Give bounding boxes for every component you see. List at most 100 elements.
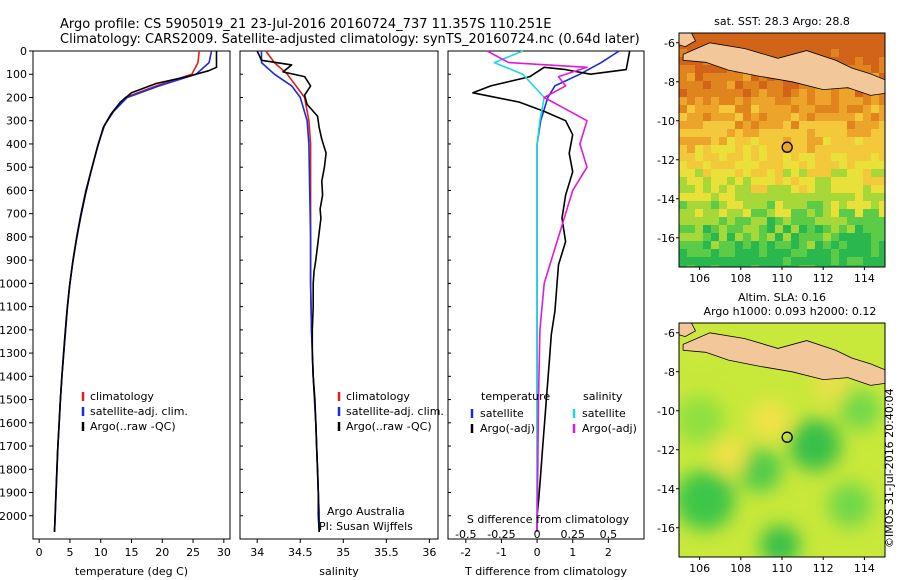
y-tick-label: 200 <box>6 91 27 104</box>
heatmap-cell <box>871 65 879 73</box>
heatmap-cell <box>743 193 751 201</box>
heatmap-cell <box>823 49 831 57</box>
heatmap-cell <box>863 161 871 169</box>
heatmap-cell <box>879 153 885 161</box>
heatmap-cell <box>855 185 863 193</box>
heatmap-cell <box>855 169 863 177</box>
heatmap-cell <box>863 49 871 57</box>
heatmap-cell <box>815 225 823 233</box>
map-y-tick-label: -8 <box>664 76 675 89</box>
heatmap-cell <box>695 193 703 201</box>
heatmap-cell <box>687 209 695 217</box>
y-tick-label: 1100 <box>0 301 27 314</box>
heatmap-cell <box>719 233 727 241</box>
heatmap-cell <box>799 257 807 265</box>
heatmap-cell <box>807 89 815 97</box>
heatmap-cell <box>775 177 783 185</box>
heatmap-cell <box>703 169 711 177</box>
heatmap-cell <box>687 161 695 169</box>
y-tick-label: 400 <box>6 138 27 151</box>
heatmap-cell <box>687 193 695 201</box>
y-tick-label: 1800 <box>0 463 27 476</box>
heatmap-cell <box>767 121 775 129</box>
legend-label: satellite <box>582 407 626 420</box>
heatmap-cell <box>783 33 791 41</box>
y-tick-label: 1400 <box>0 370 27 383</box>
heatmap-cell <box>735 217 743 225</box>
heatmap-cell <box>807 201 815 209</box>
heatmap-cell <box>687 65 695 73</box>
heatmap-cell <box>855 193 863 201</box>
heatmap-cell <box>727 153 735 161</box>
heatmap-cell <box>839 137 847 145</box>
heatmap-cell <box>855 233 863 241</box>
heatmap-cell <box>727 249 735 257</box>
heatmap-cell <box>863 257 871 265</box>
heatmap-cell <box>815 153 823 161</box>
heatmap-cell <box>799 161 807 169</box>
heatmap-cell <box>791 137 799 145</box>
legend-label: Argo(..raw -QC) <box>90 420 176 433</box>
heatmap-cell <box>775 185 783 193</box>
y-tick-label: 600 <box>6 184 27 197</box>
heatmap-cell <box>703 73 711 81</box>
heatmap-cell <box>679 97 687 105</box>
sla-blob <box>840 390 880 430</box>
heatmap-cell <box>743 73 751 81</box>
java-landmass <box>682 42 885 96</box>
heatmap-cell <box>759 33 767 41</box>
heatmap-cell <box>711 241 719 249</box>
header-title: Argo profile: CS 5905019_21 23-Jul-2016 … <box>60 17 551 32</box>
heatmap-cell <box>879 161 885 169</box>
heatmap-cell <box>847 169 855 177</box>
heatmap-cell <box>791 249 799 257</box>
heatmap-cell <box>679 217 687 225</box>
sumatra-landmass <box>679 33 697 48</box>
heatmap-cell <box>743 97 751 105</box>
heatmap-cell <box>847 209 855 217</box>
heatmap-cell <box>759 249 767 257</box>
heatmap-cell <box>719 193 727 201</box>
heatmap-cell <box>743 41 751 49</box>
heatmap-cell <box>831 209 839 217</box>
heatmap-cell <box>703 89 711 97</box>
heatmap-cell <box>871 265 879 267</box>
heatmap-cell <box>855 177 863 185</box>
argo-attribution: Argo Australia <box>327 505 405 518</box>
heatmap-cell <box>855 153 863 161</box>
heatmap-cell <box>871 33 879 41</box>
heatmap-cell <box>831 105 839 113</box>
heatmap-cell <box>711 177 719 185</box>
heatmap-cell <box>711 129 719 137</box>
heatmap-cell <box>687 97 695 105</box>
heatmap-cell <box>687 105 695 113</box>
heatmap-cell <box>759 89 767 97</box>
heatmap-cell <box>791 41 799 49</box>
heatmap-cell <box>743 217 751 225</box>
sla-map-panel: Altim. SLA: 0.16 Argo h1000: 0.093 h2000… <box>657 291 886 575</box>
heatmap-cell <box>791 185 799 193</box>
heatmap-cell <box>847 249 855 257</box>
heatmap-cell <box>767 97 775 105</box>
heatmap-cell <box>711 97 719 105</box>
x-tick-label: -2 <box>460 546 471 559</box>
heatmap-cell <box>807 153 815 161</box>
heatmap-cell <box>759 49 767 57</box>
heatmap-cell <box>711 81 719 89</box>
heatmap-cell <box>751 209 759 217</box>
heatmap-cell <box>727 81 735 89</box>
heatmap-cell <box>807 265 815 267</box>
heatmap-cell <box>783 241 791 249</box>
heatmap-cell <box>871 145 879 153</box>
heatmap-cell <box>783 193 791 201</box>
heatmap-cell <box>799 265 807 267</box>
heatmap-cell <box>743 201 751 209</box>
heatmap-cell <box>783 257 791 265</box>
heatmap-cell <box>831 225 839 233</box>
heatmap-cell <box>807 137 815 145</box>
heatmap-cell <box>799 89 807 97</box>
heatmap-cell <box>871 257 879 265</box>
heatmap-cell <box>855 137 863 145</box>
heatmap-cell <box>703 209 711 217</box>
heatmap-cell <box>751 129 759 137</box>
